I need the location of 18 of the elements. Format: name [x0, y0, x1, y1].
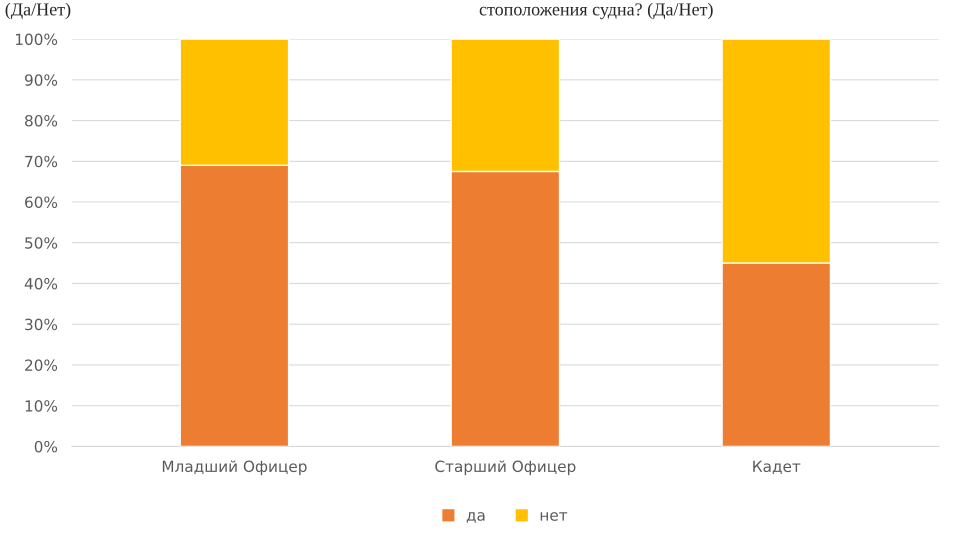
y-tick-label: 20% — [25, 359, 58, 371]
y-tick-label: 40% — [24, 278, 58, 290]
y-tick-label: 60% — [25, 196, 58, 208]
y-tick-label: 0% — [34, 440, 58, 452]
y-tick-label: 10% — [26, 400, 58, 412]
y-tick-label: 80% — [25, 114, 58, 127]
y-tick-label: 30% — [25, 318, 58, 330]
x-tick-label: Старший Офицер — [435, 460, 576, 476]
y-tick-label: 70% — [25, 156, 58, 168]
text: (Да/Нет) — [6, 2, 70, 20]
y-tick-label: 90% — [24, 74, 58, 86]
x-tick-label: Кадет — [753, 460, 800, 474]
legend-label: нет — [540, 512, 568, 521]
text: стоположения судна? (Да/Нет) — [480, 2, 713, 20]
y-tick-label: 50% — [25, 237, 58, 249]
x-tick-label: Младший Офицер — [162, 460, 307, 476]
legend-label: да — [466, 512, 484, 523]
y-tick-label: 100% — [16, 34, 58, 46]
